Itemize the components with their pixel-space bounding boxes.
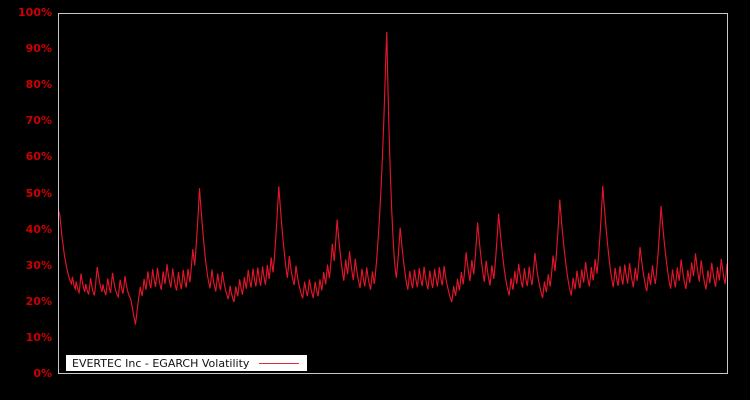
y-tick-label-40: 40% [25,222,52,236]
y-tick-label-100: 100% [18,6,52,19]
plot-area [58,13,728,374]
y-tick-label-30: 30% [25,258,52,272]
y-tick-label-80: 80% [25,78,52,92]
volatility-line [59,31,727,325]
chart-legend: EVERTEC Inc - EGARCH Volatility [66,355,308,371]
y-tick-label-50: 50% [25,186,52,200]
y-tick-label-20: 20% [25,294,52,308]
y-axis-tick-labels: 0% 10% 20% 30% 40% 50% 60% 70% 80% 90% 100% [0,0,52,400]
legend-label: EVERTEC Inc - EGARCH Volatility [72,356,250,370]
legend-line-sample [259,362,300,364]
y-tick-label-60: 60% [25,150,52,164]
y-tick-label-70: 70% [25,114,52,128]
y-tick-label-10: 10% [25,330,52,344]
y-tick-label-0: 0% [33,367,52,380]
volatility-series-svg [59,31,727,325]
y-tick-label-90: 90% [25,42,52,56]
